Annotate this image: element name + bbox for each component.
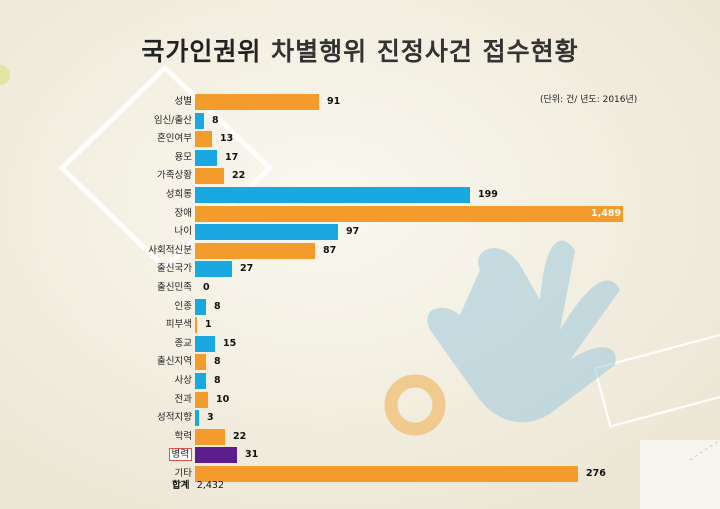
category-label: 가족상황 (157, 170, 192, 182)
data-label: 13 (220, 133, 234, 145)
category-label: 성별 (174, 96, 192, 107)
category-label: 임신/출산 (153, 114, 192, 126)
category-label: 출신국가 (157, 263, 192, 275)
data-label: 8 (214, 356, 221, 368)
category-label: 피부색 (165, 319, 192, 331)
category-label: 학력 (174, 430, 192, 442)
bar (195, 317, 197, 334)
category-label: 종교 (174, 337, 192, 349)
category-label: 전과 (174, 393, 192, 405)
category-label: 병력 (12, 448, 192, 462)
data-label: 8 (214, 375, 221, 386)
bar (195, 112, 204, 129)
category-label: 사상 (174, 375, 192, 386)
data-label: 199 (478, 189, 498, 200)
data-label: 15 (223, 337, 237, 349)
bar (195, 298, 206, 315)
data-label: 3 (207, 412, 214, 424)
bar (195, 131, 212, 148)
category-label: 성희롱 (165, 189, 192, 200)
category-label: 용모 (174, 151, 192, 163)
data-label: 31 (245, 449, 259, 461)
bar (195, 187, 470, 203)
total-value: 2,432 (196, 480, 224, 491)
data-label: 97 (346, 226, 360, 238)
data-label: 1,489 (591, 207, 622, 219)
bar (195, 428, 225, 445)
bar (195, 168, 224, 185)
title-part1: 국가인권위 (141, 37, 262, 66)
bar (195, 261, 232, 278)
chart-title: 국가인권위 차별행위 진정사건 접수현황 (0, 32, 720, 68)
title-part2: 차별행위 진정사건 접수현황 (271, 37, 579, 66)
data-label: 10 (216, 393, 230, 405)
data-label: 8 (212, 114, 219, 126)
bar (195, 410, 199, 427)
bar (195, 242, 315, 259)
data-label: 91 (327, 96, 341, 107)
bar (195, 466, 578, 482)
bar (195, 94, 319, 110)
bar (195, 149, 217, 166)
data-label: 87 (323, 244, 337, 256)
category-label: 장애 (174, 207, 192, 219)
category-label: 성적지향 (157, 412, 192, 424)
unit-note: (단위: 건/ 년도: 2016년) (540, 95, 638, 105)
total-label: 합계 (172, 480, 190, 491)
data-label: 276 (586, 468, 606, 479)
bar (195, 224, 338, 241)
category-label: 사회적신분 (148, 244, 192, 256)
bar (195, 373, 206, 389)
category-label: 인종 (174, 300, 192, 312)
category-label: 출신민족 (157, 282, 192, 293)
data-label: 22 (233, 430, 247, 442)
category-label: 기타 (174, 468, 192, 479)
bar (195, 447, 237, 464)
data-label: 8 (214, 300, 221, 312)
data-label: 0 (203, 282, 210, 293)
bar (195, 205, 623, 222)
data-label: 1 (205, 319, 212, 331)
bar (195, 354, 206, 371)
bar (195, 391, 208, 408)
data-label: 22 (232, 170, 246, 182)
category-label: 나이 (174, 226, 192, 238)
total-row: 합계 2,432 (172, 477, 224, 491)
data-label: 17 (225, 151, 239, 163)
data-label: 27 (240, 263, 254, 275)
category-label: 출신지역 (157, 356, 192, 368)
category-label: 혼인여부 (157, 133, 192, 145)
bar (195, 335, 215, 352)
